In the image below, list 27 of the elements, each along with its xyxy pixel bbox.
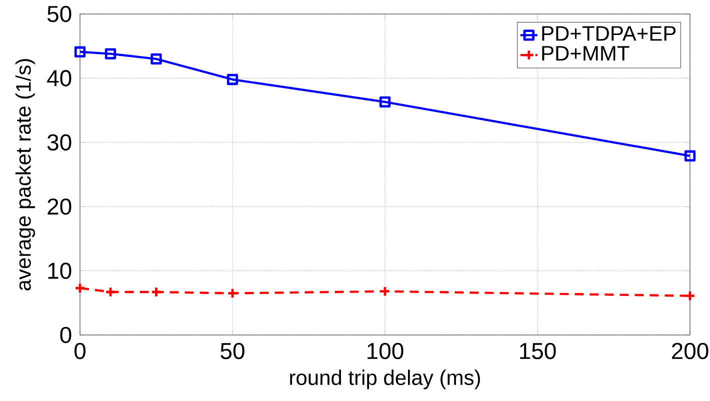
y-tick-label: 40	[47, 70, 72, 86]
y-tick-label: 0	[60, 326, 72, 344]
point	[150, 286, 162, 298]
point	[226, 74, 238, 86]
point	[150, 53, 162, 65]
y-axis-title: average packet rate (1/s)	[15, 59, 36, 290]
point	[226, 288, 238, 299]
y-tick-label: 10	[48, 262, 72, 279]
point	[379, 96, 391, 108]
x-tick-label: 50	[220, 342, 244, 360]
y-tick-label: 30	[47, 134, 72, 151]
x-tick-label: 200	[672, 342, 708, 360]
x-tick-label: 100	[368, 342, 404, 360]
point	[379, 286, 391, 297]
point	[104, 48, 116, 60]
legend-label: PD+TDPA+EP	[542, 26, 676, 41]
y-tick-label: 50	[47, 6, 72, 22]
y-tick-label: 20	[48, 198, 72, 215]
point	[684, 150, 696, 162]
x-tick-label: 150	[520, 342, 556, 360]
point	[104, 286, 116, 298]
point	[74, 282, 86, 294]
point	[74, 46, 86, 58]
x-tick-label: 0	[74, 342, 86, 360]
point	[684, 290, 696, 302]
x-axis-title: round trip delay (ms)	[290, 370, 480, 390]
legend-label: PD+MMT	[542, 46, 630, 61]
